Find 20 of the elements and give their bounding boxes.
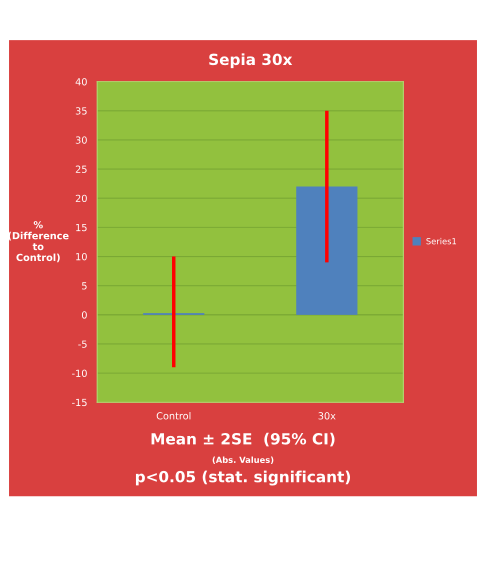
y-tick-label: 10 bbox=[76, 253, 87, 260]
text: (Abs. Values) bbox=[212, 456, 274, 464]
y-tick-label: 30 bbox=[76, 136, 87, 144]
y-tick-label: -5 bbox=[78, 340, 87, 348]
chart-title: Sepia 30x bbox=[209, 53, 292, 68]
y-tick-label: 35 bbox=[76, 107, 87, 115]
y-tick-label: -10 bbox=[72, 370, 87, 377]
y-tick-label: 0 bbox=[82, 311, 87, 319]
x-tick-label: Control bbox=[156, 412, 190, 420]
y-tick-label: 5 bbox=[82, 282, 87, 290]
y-tick-label: 15 bbox=[76, 224, 87, 232]
legend-label: Series1 bbox=[426, 238, 456, 244]
x-tick-label: 30x bbox=[318, 412, 336, 420]
y-tick-label: 25 bbox=[76, 166, 87, 173]
text: p<0.05 (stat. significant) bbox=[136, 470, 350, 486]
y-tick-label: 40 bbox=[76, 78, 87, 86]
text: Mean ± 2SE (95% CI) bbox=[152, 432, 335, 446]
y-tick-label: 20 bbox=[76, 194, 87, 202]
y-tick-label: -15 bbox=[72, 398, 87, 406]
y-axis-title: % (Difference to Control) bbox=[8, 221, 69, 262]
